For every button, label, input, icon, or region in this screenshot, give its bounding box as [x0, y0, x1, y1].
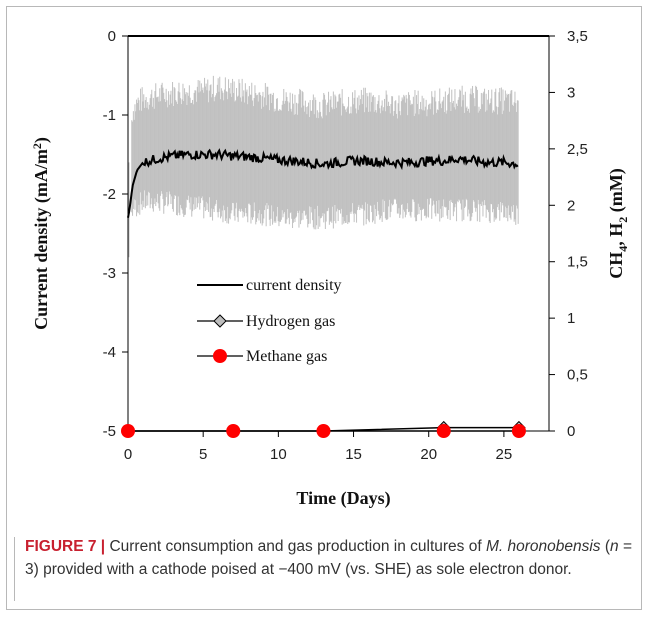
x-tick-label: 5	[199, 446, 207, 463]
legend-current-density-label: current density	[246, 277, 342, 294]
x-axis-title: Time (Days)	[296, 488, 390, 509]
right-tick-label: 0	[567, 423, 575, 440]
caption-text-1: Current consumption and gas production i…	[105, 538, 486, 555]
chart: 0 -1 -2 -3 -4 -5 3,5 3 2,5 2 1,5 1 0,5 0 0 5 10 15 20 25 Ti…	[30, 28, 630, 509]
left-axis-title-end: )	[31, 137, 52, 143]
left-axis-title-main: Current density (mA/m	[31, 149, 52, 330]
x-tick-label: 0	[124, 446, 132, 463]
caption-divider	[14, 537, 15, 601]
caption-text-2: (	[600, 538, 611, 555]
methane-gas-point	[121, 424, 135, 438]
right-tick-label: 1	[567, 310, 575, 327]
figure-frame: 0 -1 -2 -3 -4 -5 3,5 3 2,5 2 1,5 1 0,5 0 0 5 10 15 20 25 Ti…	[6, 6, 642, 610]
right-axis-title-part: , H	[606, 223, 626, 246]
methane-gas-point	[511, 424, 526, 438]
tick-labels: 0 -1 -2 -3 -4 -5 3,5 3 2,5 2 1,5 1 0,5 0 0 5 10 15 20 25	[103, 28, 588, 463]
methane-gas-point	[316, 424, 331, 438]
legend-hydrogen-label: Hydrogen gas	[246, 313, 335, 330]
caption-text-3: = 3) provided with a cathode poised at −…	[25, 538, 633, 578]
right-tick-label: 3,5	[567, 28, 588, 45]
current-density-line	[127, 148, 519, 218]
left-tick-label: -5	[103, 423, 116, 440]
legend-methane-label: Methane gas	[246, 348, 327, 365]
x-tick-label: 20	[420, 446, 437, 463]
right-axis-title-sub: 4	[616, 246, 630, 252]
x-tick-label: 10	[270, 446, 287, 463]
caption-species: M. horonobensis	[485, 538, 601, 555]
series-markers	[121, 420, 526, 438]
right-axis-title-part: CH	[606, 252, 626, 279]
right-axis-title-sub: 2	[616, 217, 630, 223]
x-tick-label: 15	[345, 446, 362, 463]
right-tick-label: 3	[567, 84, 575, 101]
x-tick-label: 25	[496, 446, 513, 463]
right-tick-label: 2	[567, 197, 575, 214]
axis-titles: Time (Days)Current density (mA/m2)CH4, H…	[30, 137, 630, 509]
left-tick-label: -3	[103, 265, 116, 282]
methane-gas-point	[436, 424, 451, 438]
left-tick-label: 0	[108, 28, 116, 45]
right-axis-title: CH4, H2 (mM)	[606, 168, 630, 279]
figure-caption: FIGURE 7 | Current consumption and gas p…	[14, 535, 635, 601]
right-tick-label: 1,5	[567, 254, 588, 271]
legend: current density Hydrogen gas Methane gas	[197, 277, 342, 365]
right-tick-label: 2,5	[567, 141, 588, 158]
right-axis-title-part: (mM)	[606, 168, 627, 216]
methane-gas-point	[226, 424, 241, 438]
figure-label: FIGURE 7 |	[25, 538, 106, 555]
left-tick-label: -2	[103, 186, 116, 203]
right-tick-label: 0,5	[567, 367, 588, 384]
legend-hydrogen-swatch-marker	[213, 314, 227, 328]
left-axis-title: Current density (mA/m2)	[30, 137, 52, 330]
left-tick-label: -1	[103, 107, 116, 124]
legend-methane-swatch-marker	[213, 349, 227, 363]
current-density-variability-band	[128, 75, 519, 258]
left-tick-label: -4	[103, 344, 116, 361]
left-axis-title-sup: 2	[30, 143, 44, 149]
caption-n-variable: n	[610, 538, 619, 555]
